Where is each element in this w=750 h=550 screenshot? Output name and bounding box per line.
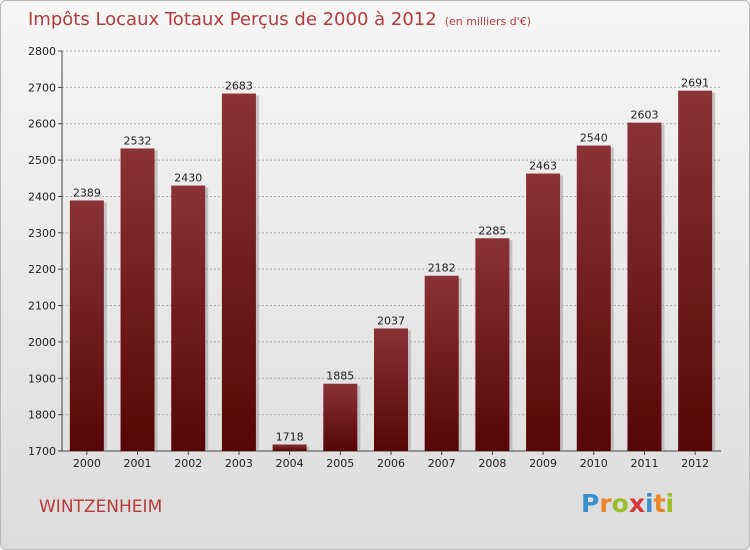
y-tick-label: 2000	[28, 336, 56, 349]
bar	[627, 122, 662, 452]
logo-letter: r	[599, 489, 612, 518]
logo-letter: t	[653, 489, 666, 518]
y-tick-label: 2200	[28, 263, 56, 276]
y-tick-label: 2800	[28, 45, 56, 58]
data-label: 1885	[326, 370, 354, 383]
bar	[171, 185, 206, 451]
x-tick-label: 2009	[529, 457, 557, 470]
bar	[69, 200, 104, 451]
bars-layer	[69, 90, 716, 452]
x-tick-label: 2007	[428, 457, 456, 470]
x-tick-label: 2012	[681, 457, 709, 470]
data-label: 1718	[276, 430, 304, 443]
logo-letter: P	[581, 489, 600, 518]
y-tick-label: 1700	[28, 445, 56, 458]
bar	[272, 444, 307, 451]
place-name: WINTZENHEIM	[39, 497, 163, 517]
x-tick-label: 2010	[580, 457, 608, 470]
data-label: 2691	[681, 77, 709, 90]
data-label: 2683	[225, 80, 253, 93]
y-tick-label: 2300	[28, 227, 56, 240]
x-tick-label: 2011	[630, 457, 658, 470]
x-tick-label: 2001	[124, 457, 152, 470]
data-label: 2540	[580, 132, 608, 145]
x-tick-label: 2008	[478, 457, 506, 470]
bar	[120, 148, 155, 452]
logo-letter: i	[665, 489, 675, 518]
bar	[323, 383, 358, 451]
y-tick-label: 2700	[28, 81, 56, 94]
data-label: 2389	[73, 186, 101, 199]
data-label: 2532	[124, 134, 152, 147]
y-tick-label: 1800	[28, 409, 56, 422]
bar	[374, 328, 408, 451]
logo-letter: i	[645, 489, 654, 518]
data-label: 2603	[630, 109, 658, 122]
data-label: 2285	[478, 224, 506, 237]
chart-title: Impôts Locaux Totaux Perçus de 2000 à 20…	[28, 9, 531, 30]
logo-letter: o	[611, 489, 629, 518]
chart-subtitle: (en milliers d'€)	[444, 15, 531, 28]
data-label: 2430	[174, 172, 202, 185]
bar	[221, 93, 256, 451]
data-label: 2182	[428, 262, 456, 275]
bar	[475, 238, 510, 451]
proxiti-logo: Proxiti	[581, 489, 674, 518]
bar	[424, 275, 459, 451]
x-tick-label: 2005	[326, 457, 354, 470]
x-tick-label: 2006	[377, 457, 405, 470]
logo-letter: x	[628, 489, 645, 518]
bar	[678, 90, 713, 452]
labels-layer: 1700 1800 1900 2000 2100 2200 2300 2400 2500 2600…	[28, 45, 709, 470]
bar	[526, 173, 561, 451]
x-tick-label: 2002	[174, 457, 202, 470]
chart-title-text: Impôts Locaux Totaux Perçus de 2000 à 20…	[28, 9, 437, 30]
x-tick-label: 2003	[225, 457, 253, 470]
x-tick-label: 2000	[73, 457, 101, 470]
y-tick-label: 2100	[28, 300, 56, 313]
x-tick-label: 2004	[276, 457, 304, 470]
data-label: 2037	[377, 314, 405, 327]
bar	[576, 145, 611, 451]
y-tick-label: 2600	[28, 118, 56, 131]
y-tick-label: 1900	[28, 372, 56, 385]
y-tick-label: 2500	[28, 154, 56, 167]
y-tick-label: 2400	[28, 190, 56, 203]
data-label: 2463	[529, 160, 557, 173]
